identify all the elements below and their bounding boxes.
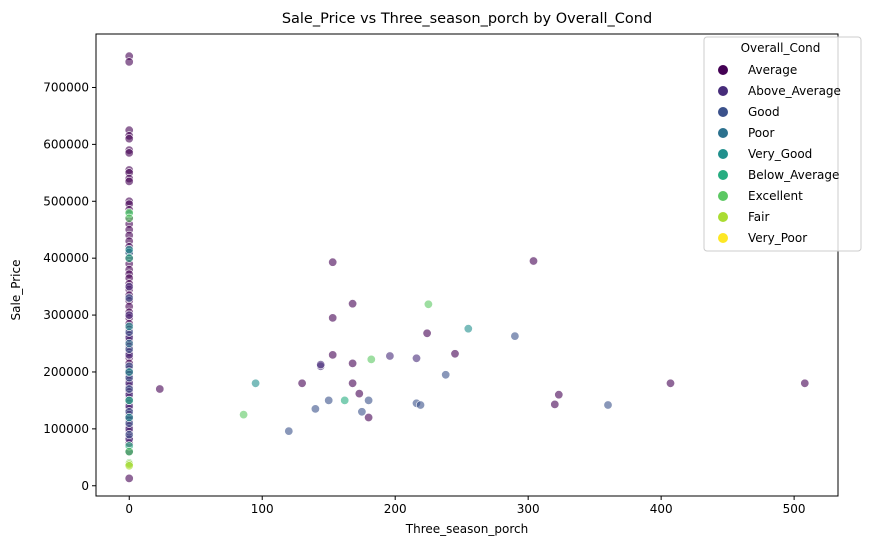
legend-entry-label: Very_Poor	[748, 231, 807, 245]
legend-entry-label: Average	[748, 63, 797, 77]
data-point	[328, 257, 338, 267]
legend-box	[703, 36, 862, 252]
legend-marker	[718, 128, 728, 138]
legend-entry-label: Fair	[748, 210, 769, 224]
legend-marker	[718, 149, 728, 159]
y-tick-label: 100000	[43, 422, 89, 436]
data-point	[124, 293, 134, 303]
data-point	[665, 378, 675, 388]
x-tick-label: 0	[125, 502, 133, 516]
data-point	[357, 407, 367, 417]
legend-marker	[718, 65, 728, 75]
data-point	[297, 378, 307, 388]
y-tick-label: 400000	[43, 251, 89, 265]
legend: Overall_Cond Average Above_Average Good Poor…	[703, 36, 862, 252]
data-point	[310, 404, 320, 414]
y-tick-label: 200000	[43, 365, 89, 379]
data-point	[364, 395, 374, 405]
legend-entry-label: Poor	[748, 126, 774, 140]
data-point	[124, 473, 134, 483]
data-point	[415, 400, 425, 410]
data-point	[124, 447, 134, 457]
data-point	[348, 299, 358, 309]
data-point	[364, 412, 374, 422]
data-point	[124, 461, 134, 471]
data-point	[324, 395, 334, 405]
data-point	[316, 360, 326, 370]
y-tick-label: 500000	[43, 194, 89, 208]
legend-title: Overall_Cond	[741, 41, 821, 55]
y-axis-label: Sale_Price	[9, 260, 23, 321]
data-point	[155, 384, 165, 394]
data-point	[463, 324, 473, 334]
data-point	[603, 400, 613, 410]
data-point	[124, 176, 134, 186]
y-tick-label: 0	[81, 479, 89, 493]
data-point	[124, 245, 134, 255]
data-point	[239, 410, 249, 420]
data-point	[800, 378, 810, 388]
data-point	[423, 299, 433, 309]
data-point	[366, 354, 376, 364]
y-tick-label: 300000	[43, 308, 89, 322]
data-point	[124, 367, 134, 377]
x-tick-label: 300	[517, 502, 540, 516]
x-tick-label: 100	[251, 502, 274, 516]
data-point	[124, 321, 134, 331]
data-point	[124, 134, 134, 144]
data-point	[124, 412, 134, 422]
legend-marker	[718, 212, 728, 222]
data-point	[340, 395, 350, 405]
legend-entry-label: Very_Good	[748, 147, 812, 161]
data-point	[550, 399, 560, 409]
legend-marker	[718, 86, 728, 96]
data-point	[124, 395, 134, 405]
data-point	[124, 57, 134, 67]
y-tick-label: 700000	[43, 80, 89, 94]
legend-marker	[718, 191, 728, 201]
data-point	[411, 353, 421, 363]
data-point	[124, 384, 134, 394]
data-point	[124, 253, 134, 263]
data-point	[328, 313, 338, 323]
legend-entry-label: Good	[748, 105, 780, 119]
x-tick-label: 500	[783, 502, 806, 516]
legend-entry-label: Excellent	[748, 189, 803, 203]
data-point	[528, 256, 538, 266]
legend-marker	[718, 170, 728, 180]
x-tick-label: 200	[384, 502, 407, 516]
data-point	[385, 351, 395, 361]
data-point	[328, 350, 338, 360]
data-point	[348, 378, 358, 388]
data-point	[124, 213, 134, 223]
data-point	[422, 328, 432, 338]
x-axis-label: Three_season_porch	[405, 522, 528, 536]
data-point	[441, 370, 451, 380]
y-tick-label: 600000	[43, 137, 89, 151]
data-points	[124, 51, 810, 483]
data-point	[124, 338, 134, 348]
data-point	[251, 378, 261, 388]
legend-entry-label: Above_Average	[748, 84, 841, 98]
data-point	[354, 389, 364, 399]
data-point	[554, 390, 564, 400]
axes: 0 100 200 300 400 500 0 100000 200000 300000 40000…	[43, 33, 839, 516]
chart-title: Sale_Price vs Three_season_porch by Over…	[282, 11, 652, 27]
data-point	[348, 358, 358, 368]
data-point	[510, 331, 520, 341]
data-point	[124, 310, 134, 320]
data-point	[124, 148, 134, 158]
data-point	[450, 349, 460, 359]
data-point	[124, 282, 134, 292]
data-point	[284, 426, 294, 436]
x-tick-label: 400	[650, 502, 673, 516]
legend-marker	[718, 107, 728, 117]
data-point	[124, 430, 134, 440]
legend-marker	[718, 233, 728, 243]
plot-frame	[95, 33, 839, 497]
legend-entry-label: Below_Average	[748, 168, 839, 182]
